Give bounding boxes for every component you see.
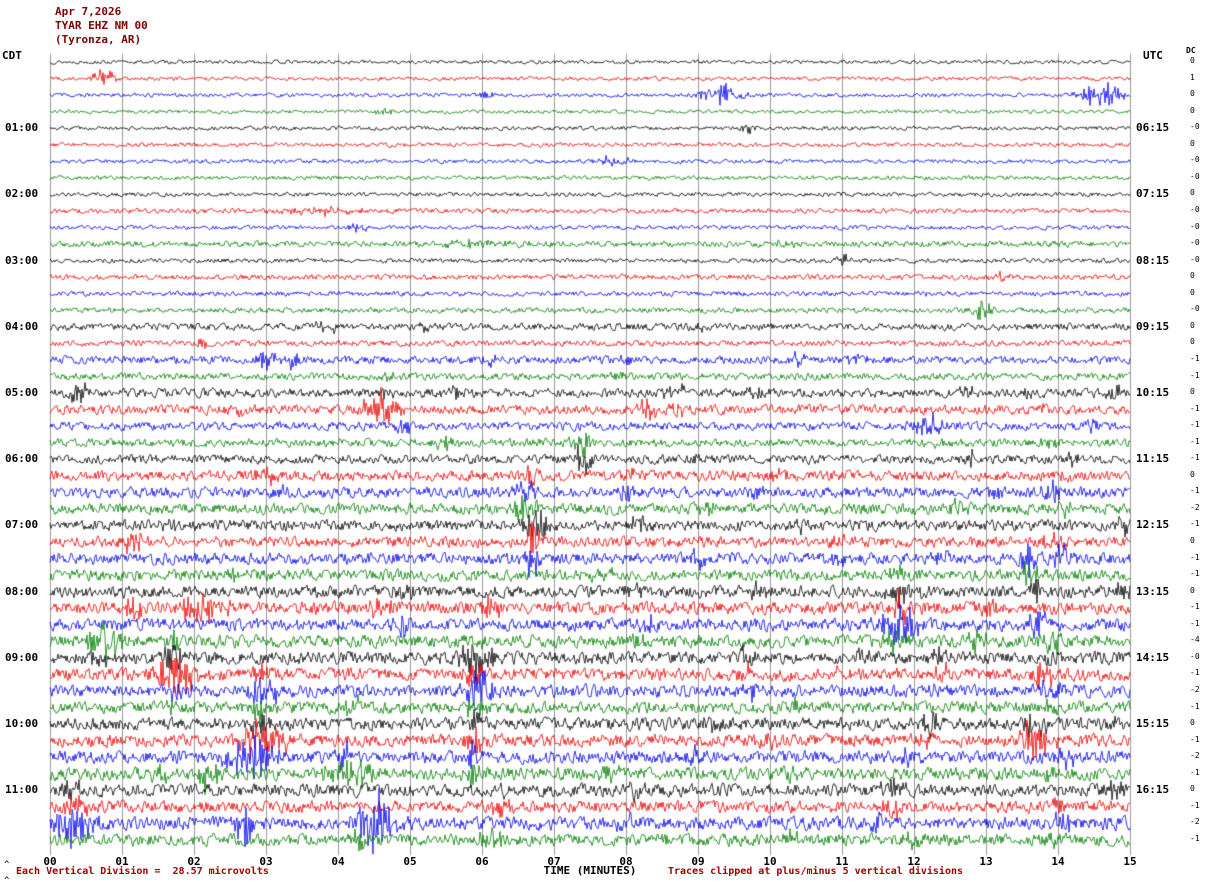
dc-offset-value: -0: [1190, 238, 1200, 248]
dc-offset-value: 0: [1190, 89, 1195, 99]
dc-offset-value: -0: [1190, 204, 1200, 214]
dc-offset-value: -1: [1190, 552, 1200, 562]
clip-note: Traces clipped at plus/minus 5 vertical …: [668, 866, 964, 877]
dc-offset-value: -1: [1190, 734, 1200, 744]
header-station: TYAR EHZ NM 00: [55, 19, 148, 32]
dc-offset-value: -1: [1190, 569, 1200, 579]
x-tick-label: 04: [331, 855, 345, 868]
dc-offset-value: -1: [1190, 602, 1200, 612]
dc-offset-value: -1: [1190, 403, 1200, 413]
dc-offset-value: 0: [1190, 188, 1195, 198]
dc-offset-value: 0: [1190, 287, 1195, 297]
x-tick-label: 09: [691, 855, 705, 868]
dc-offset-value: -2: [1190, 751, 1200, 761]
dc-offset-value: -0: [1190, 651, 1200, 661]
hour-label-left: 06:00: [5, 452, 39, 466]
hour-label-left: 10:00: [5, 717, 39, 731]
dc-offset-value: -2: [1190, 502, 1200, 512]
dc-offset-value: 0: [1190, 387, 1195, 397]
hour-label-right: 14:15: [1136, 650, 1170, 664]
dc-offset-value: 0: [1190, 320, 1195, 330]
dc-offset-value: 0: [1190, 718, 1195, 728]
hour-label-left: 07:00: [5, 518, 39, 532]
dc-offset-value: -1: [1190, 519, 1200, 529]
x-tick-label: 03: [259, 855, 273, 868]
x-tick-label: 05: [403, 855, 417, 868]
dc-offset-value: -0: [1190, 155, 1200, 165]
hour-label-left: 04:00: [5, 319, 39, 333]
hour-label-right: 13:15: [1136, 584, 1170, 598]
hour-label-left: 11:00: [5, 783, 39, 797]
header-date: Apr 7,2026: [55, 5, 122, 18]
dc-offset-value: -1: [1190, 833, 1200, 843]
hour-label-left: 01:00: [5, 121, 39, 135]
header-location: (Tyronza, AR): [55, 33, 142, 46]
dc-offset-value: -0: [1190, 221, 1200, 231]
hour-label-left: 02:00: [5, 187, 39, 201]
dc-offset-value: -1: [1190, 353, 1200, 363]
dc-offset-value: 0: [1190, 271, 1195, 281]
dc-offset-value: -2: [1190, 685, 1200, 694]
hour-label-left: 09:00: [5, 650, 39, 664]
left-timezone-label: CDT: [2, 49, 22, 62]
x-tick-label: 12: [907, 855, 921, 868]
x-tick-label: 15: [1123, 855, 1137, 868]
hour-label-right: 11:15: [1136, 452, 1170, 466]
hour-label-right: 08:15: [1136, 253, 1170, 267]
hour-label-right: 16:15: [1136, 783, 1170, 797]
x-axis-title: TIME (MINUTES): [543, 864, 637, 877]
dc-offset-value: -1: [1190, 618, 1200, 628]
dc-offset-value: -1: [1190, 800, 1200, 810]
dc-offset-value: 0: [1190, 585, 1195, 595]
x-tick-label: 01: [115, 855, 129, 868]
hour-label-right: 07:15: [1136, 187, 1170, 201]
x-tick-label: 13: [979, 855, 993, 868]
hour-label-right: 09:15: [1136, 319, 1170, 333]
dc-offset-value: -1: [1190, 436, 1200, 446]
x-tick-label: 08: [619, 855, 633, 868]
hour-label-right: 12:15: [1136, 518, 1170, 532]
x-tick-label: 14: [1051, 855, 1065, 868]
caret-mark-bottom: ^: [4, 876, 10, 886]
dc-offset-value: 0: [1190, 105, 1195, 115]
dc-offset-value: 0: [1190, 784, 1195, 794]
dc-offset-value: -2: [1190, 817, 1200, 827]
hour-label-right: 10:15: [1136, 386, 1170, 400]
caret-mark-top: ^: [4, 860, 10, 870]
dc-offset-value: -1: [1190, 701, 1200, 711]
hour-label-right: 06:15: [1136, 121, 1170, 135]
dc-offset-value: -4: [1190, 635, 1200, 645]
dc-offset-value: -0: [1190, 171, 1200, 181]
hour-label-left: 05:00: [5, 386, 39, 400]
scale-note: Each Vertical Division = 28.57 microvolt…: [16, 866, 269, 877]
dc-offset-value: -1: [1190, 767, 1200, 777]
x-tick-label: 10: [763, 855, 777, 868]
dc-offset-value: -1: [1190, 486, 1200, 496]
x-tick-label: 11: [835, 855, 849, 868]
hour-label-left: 03:00: [5, 253, 39, 267]
dc-offset-value: -1: [1190, 420, 1200, 430]
dc-offset-value: 0: [1190, 138, 1195, 148]
dc-offset-value: -0: [1190, 304, 1200, 314]
dc-offset-value: -0: [1190, 254, 1200, 264]
dc-offset-value: -0: [1190, 122, 1200, 132]
dc-offset-value: 0: [1190, 536, 1195, 546]
dc-header-label: DC: [1186, 46, 1196, 55]
dc-offset-value: 0: [1190, 469, 1195, 479]
dc-offset-value: 0: [1190, 56, 1195, 65]
x-tick-label: 00: [43, 855, 57, 868]
x-tick-label: 06: [475, 855, 489, 868]
hour-label-right: 15:15: [1136, 717, 1170, 731]
dc-offset-value: -1: [1190, 668, 1200, 678]
dc-offset-value: 1: [1190, 72, 1195, 82]
x-tick-label: 07: [547, 855, 561, 868]
right-timezone-label: UTC: [1143, 49, 1163, 62]
dc-offset-value: -1: [1190, 453, 1200, 463]
x-tick-label: 02: [187, 855, 201, 868]
dc-offset-value: 0: [1190, 337, 1195, 347]
dc-offset-value: -1: [1190, 370, 1200, 380]
hour-label-left: 08:00: [5, 584, 39, 598]
